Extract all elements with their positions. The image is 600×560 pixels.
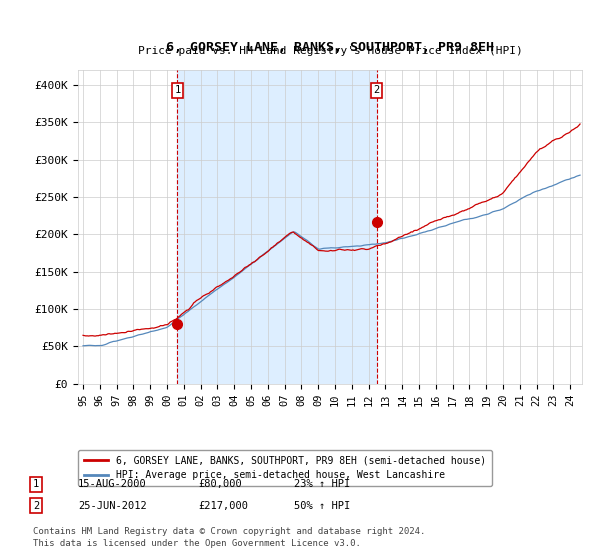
Text: 23% ↑ HPI: 23% ↑ HPI	[294, 479, 350, 489]
Text: Contains HM Land Registry data © Crown copyright and database right 2024.
This d: Contains HM Land Registry data © Crown c…	[33, 527, 425, 548]
Text: 1: 1	[175, 85, 181, 95]
Legend: 6, GORSEY LANE, BANKS, SOUTHPORT, PR9 8EH (semi-detached house), HPI: Average pr: 6, GORSEY LANE, BANKS, SOUTHPORT, PR9 8E…	[78, 450, 491, 486]
Text: 25-JUN-2012: 25-JUN-2012	[78, 501, 147, 511]
Bar	[178, 70, 377, 384]
Text: 2: 2	[374, 85, 380, 95]
Text: £80,000: £80,000	[198, 479, 242, 489]
Text: 15-AUG-2000: 15-AUG-2000	[78, 479, 147, 489]
Title: 6, GORSEY LANE, BANKS, SOUTHPORT, PR9 8EH: 6, GORSEY LANE, BANKS, SOUTHPORT, PR9 8E…	[166, 40, 494, 54]
Text: 50% ↑ HPI: 50% ↑ HPI	[294, 501, 350, 511]
Text: £217,000: £217,000	[198, 501, 248, 511]
Text: 1: 1	[33, 479, 39, 489]
Text: Price paid vs. HM Land Registry's House Price Index (HPI): Price paid vs. HM Land Registry's House …	[137, 46, 523, 56]
Text: 2: 2	[33, 501, 39, 511]
